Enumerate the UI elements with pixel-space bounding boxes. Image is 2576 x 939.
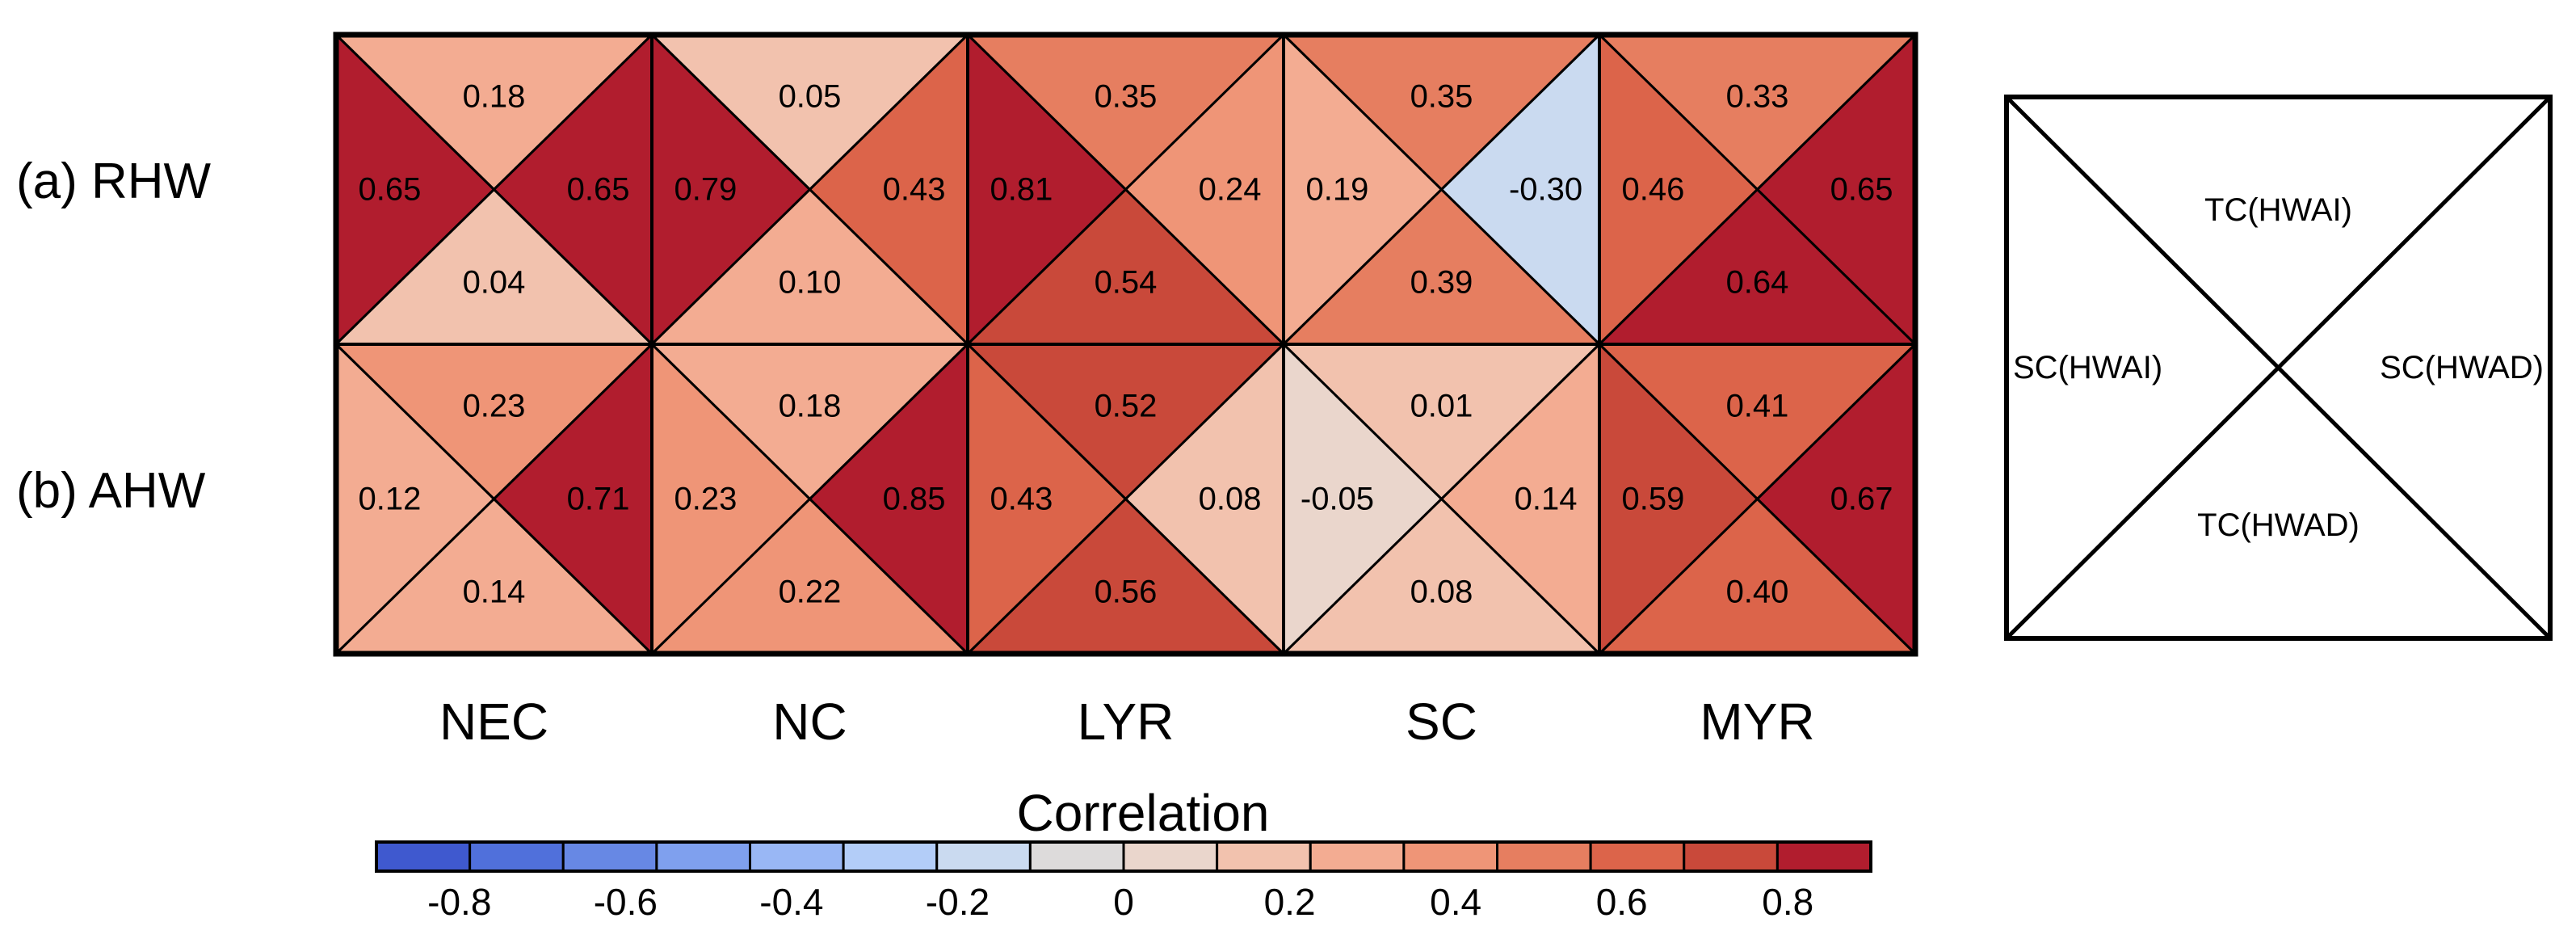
colorbar-segment (1028, 840, 1125, 873)
cell-a-rhw-lyr-top-value: 0.35 (1095, 79, 1158, 115)
cell-a-rhw-nec-left-value: 0.65 (359, 172, 422, 208)
cell-b-ahw-sc-right-value: 0.14 (1515, 482, 1578, 517)
colorbar-segment (1216, 840, 1312, 873)
colorbar-segment (375, 840, 472, 873)
cell-b-ahw-myr-bottom-value: 0.40 (1726, 574, 1789, 609)
cell-b-ahw-sc-bottom-value: 0.08 (1410, 574, 1473, 609)
colorbar-segment (469, 840, 565, 873)
cell-a-rhw-nc-left-value: 0.79 (674, 172, 738, 208)
cell-b-ahw-lyr-top-value: 0.52 (1095, 389, 1158, 424)
colorbar-segment (749, 840, 845, 873)
legend-label-top: TC(HWAI) (2204, 192, 2352, 228)
colorbar-segment (935, 840, 1032, 873)
cell-a-rhw-myr-left-value: 0.46 (1622, 172, 1685, 208)
colorbar-title: Correlation (1016, 784, 1269, 842)
cell-b-ahw-sc-left-value: -0.05 (1301, 482, 1374, 517)
colorbar-tick-label: -0.2 (926, 881, 990, 923)
colorbar-segment (1402, 840, 1498, 873)
cell-a-rhw-myr-top-value: 0.33 (1726, 79, 1789, 115)
legend-label-right: SC(HWAD) (2380, 350, 2544, 385)
colorbar-segment (1309, 840, 1406, 873)
cell-b-ahw-sc-top-value: 0.01 (1410, 389, 1473, 424)
cell-b-ahw-nec-left-value: 0.12 (359, 482, 422, 517)
colorbar-tick-label: -0.4 (759, 881, 823, 923)
colorbar-tick-label: 0.8 (1762, 881, 1813, 923)
cell-b-ahw-lyr-left-value: 0.43 (990, 482, 1053, 517)
cell-a-rhw-sc-top-value: 0.35 (1410, 79, 1473, 115)
cell-a-rhw-sc-bottom-value: 0.39 (1410, 264, 1473, 300)
colorbar: Correlation -0.8 -0.6 -0.4 -0.2 0 0.2 0.4 0.6 0.8 (375, 784, 1872, 923)
cell-b-ahw-nc-top-value: 0.18 (779, 389, 842, 424)
colorbar-segment (1589, 840, 1686, 873)
cell-b-ahw-nc-bottom-value: 0.22 (779, 574, 842, 609)
legend-label-left: SC(HWAI) (2013, 350, 2162, 385)
column-label-lyr: LYR (1078, 693, 1175, 751)
cell-a-rhw-nc-right-value: 0.43 (883, 172, 946, 208)
cell-a-rhw-myr-bottom-value: 0.64 (1726, 264, 1789, 300)
cell-b-ahw-myr-top-value: 0.41 (1726, 389, 1789, 424)
colorbar-segment (655, 840, 751, 873)
cell-a-rhw-lyr-bottom-value: 0.54 (1095, 264, 1158, 300)
colorbar-segment (1122, 840, 1219, 873)
triangle-legend: TC(HWAI) SC(HWAI) SC(HWAD) TC(HWAD) (2004, 95, 2553, 641)
cell-b-ahw-lyr-right-value: 0.08 (1199, 482, 1262, 517)
cell-b-ahw-nec-bottom-value: 0.14 (463, 574, 526, 609)
cell-a-rhw-nc-bottom-value: 0.10 (779, 264, 842, 300)
cell-a-rhw-lyr-right-value: 0.24 (1199, 172, 1262, 208)
colorbar-tick-label: 0.6 (1596, 881, 1648, 923)
colorbar-segment (1775, 840, 1872, 873)
colorbar-border (375, 840, 1872, 873)
colorbar-segment (1683, 840, 1779, 873)
heatmap-gridlines (333, 32, 1918, 657)
legend-diagonal (2005, 95, 2552, 640)
cell-a-rhw-sc-left-value: 0.19 (1306, 172, 1369, 208)
row-label-b-ahw: (b) AHW (16, 463, 206, 519)
cell-a-rhw-sc-right-value: -0.30 (1509, 172, 1582, 208)
cell-b-ahw-nec-right-value: 0.71 (567, 482, 630, 517)
colorbar-segment (561, 840, 658, 873)
colorbar-tick-label: 0.4 (1430, 881, 1481, 923)
cell-b-ahw-myr-right-value: 0.67 (1830, 482, 1893, 517)
cell-b-ahw-nc-left-value: 0.23 (674, 482, 738, 517)
colorbar-tick-label: 0.2 (1264, 881, 1316, 923)
column-label-nc: NC (772, 693, 847, 751)
cell-a-rhw-nec-bottom-value: 0.04 (463, 264, 526, 300)
colorbar-segment (842, 840, 939, 873)
legend-label-bottom: TC(HWAD) (2197, 507, 2360, 543)
cell-a-rhw-nec-top-value: 0.18 (463, 79, 526, 115)
cell-a-rhw-lyr-left-value: 0.81 (990, 172, 1053, 208)
column-label-myr: MYR (1700, 693, 1814, 751)
colorbar-segment (1496, 840, 1592, 873)
cell-a-rhw-myr-right-value: 0.65 (1830, 172, 1893, 208)
colorbar-tick-label: -0.6 (594, 881, 658, 923)
cell-a-rhw-nec-right-value: 0.65 (567, 172, 630, 208)
cell-b-ahw-lyr-bottom-value: 0.56 (1095, 574, 1158, 609)
column-label-sc: SC (1406, 693, 1477, 751)
colorbar-tick-label: 0 (1113, 881, 1134, 923)
cell-b-ahw-nc-right-value: 0.85 (883, 482, 946, 517)
colorbar-tick-label: -0.8 (427, 881, 491, 923)
heatmap-grid: 0.18 0.65 0.65 0.04 0.05 0.79 0.43 0.10 0.35 0.81… (333, 32, 1918, 657)
cell-b-ahw-nec-top-value: 0.23 (463, 389, 526, 424)
cell-b-ahw-myr-left-value: 0.59 (1622, 482, 1685, 517)
row-label-a-rhw: (a) RHW (16, 154, 212, 209)
column-labels: NEC NC LYR SC MYR (439, 693, 1815, 751)
cell-a-rhw-nc-top-value: 0.05 (779, 79, 842, 115)
column-label-nec: NEC (439, 693, 548, 751)
row-labels: (a) RHW (b) AHW (16, 154, 212, 519)
